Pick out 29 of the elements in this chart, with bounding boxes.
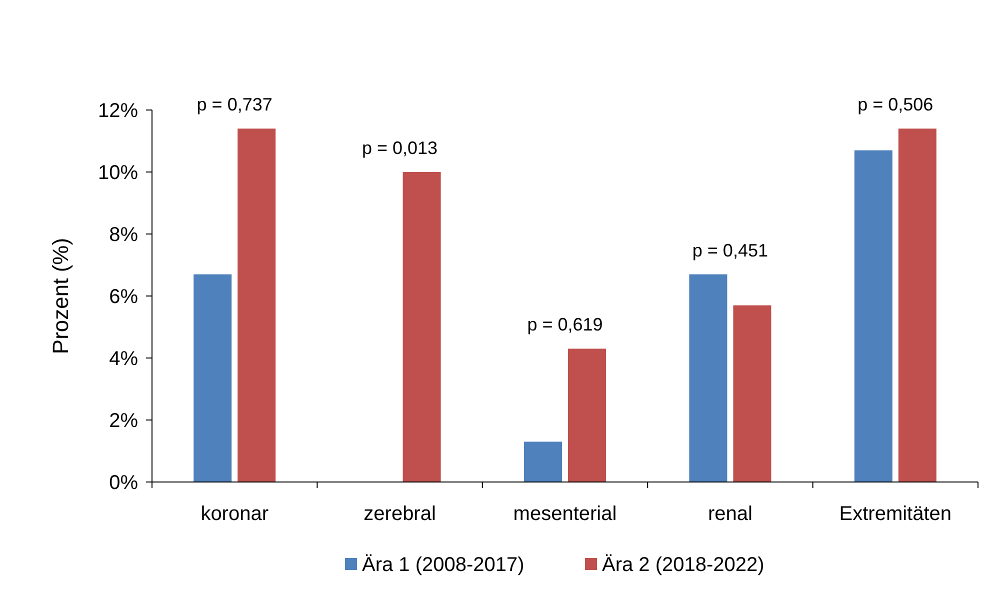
y-tick-label: 2% [109,410,138,432]
y-tick-label: 6% [109,286,138,308]
bar [238,128,276,482]
annotation: p = 0,013 [362,138,438,158]
bar [402,172,441,482]
legend-label: Ära 1 (2008-2017) [362,554,524,576]
x-tick-label: renal [708,503,752,525]
annotation: p = 0,737 [196,94,272,115]
bar [689,274,728,482]
legend-label: Ära 2 (2018-2022) [602,554,764,576]
annotation: p = 0,506 [858,94,934,115]
bar [898,128,936,482]
y-tick-label: 0% [109,472,138,494]
y-tick-label: 4% [109,348,138,370]
annotation: p = 0,619 [527,314,603,335]
y-axis-title: Prozent (%) [48,238,73,354]
bar [524,442,562,482]
bar [854,150,892,482]
y-tick-label: 12% [98,100,138,122]
annotation: p = 0,451 [692,240,768,260]
x-tick-label: koronar [200,503,269,525]
bar [733,305,772,482]
y-tick-label: 8% [109,224,138,246]
y-tick-label: 10% [98,162,138,184]
x-tick-label: mesenterial [513,503,617,525]
x-tick-label: Extremitäten [839,503,952,525]
bar [194,274,232,482]
x-tick-label: zerebral [364,503,436,525]
bar [568,348,606,482]
